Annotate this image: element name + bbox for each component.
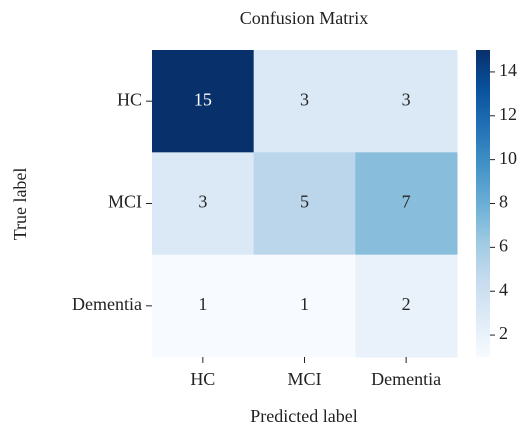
x-tick-label: MCI <box>287 369 321 389</box>
cell-label: 2 <box>402 294 411 314</box>
colorbar-tick-label: 4 <box>499 279 508 299</box>
y-axis-label: True label <box>10 168 30 241</box>
heatmap-cell <box>355 254 458 358</box>
x-tick-label: Dementia <box>371 369 441 389</box>
heatmap-cell <box>253 152 356 256</box>
cell-label: 1 <box>300 294 309 314</box>
x-tick-label: HC <box>190 369 215 389</box>
cell-label: 3 <box>198 192 207 212</box>
cell-label: 1 <box>198 294 207 314</box>
colorbar-tick-label: 12 <box>499 104 517 124</box>
chart-title: Confusion Matrix <box>240 8 369 28</box>
heatmap-cell <box>355 50 458 153</box>
cell-label: 7 <box>402 192 411 212</box>
colorbar-tick-label: 8 <box>499 192 508 212</box>
y-tick-label: HC <box>117 89 142 109</box>
heatmap-cell <box>253 50 356 153</box>
heatmap-cell <box>152 254 255 358</box>
x-axis-label: Predicted label <box>250 406 357 426</box>
colorbar-tick-label: 10 <box>499 148 517 168</box>
colorbar <box>476 50 490 357</box>
y-tick-label: Dementia <box>72 294 142 314</box>
cell-label: 15 <box>194 89 212 109</box>
heatmap-cell <box>152 50 255 153</box>
heatmap-cell <box>152 152 255 256</box>
cell-label: 5 <box>300 192 309 212</box>
y-tick-label: MCI <box>108 192 142 212</box>
colorbar-tick-label: 2 <box>499 323 508 343</box>
colorbar-tick-label: 14 <box>499 60 517 80</box>
cell-label: 3 <box>402 89 411 109</box>
heatmap-cell <box>253 254 356 358</box>
colorbar-tick-label: 6 <box>499 235 508 255</box>
cell-label: 3 <box>300 89 309 109</box>
heatmap-cell <box>355 152 458 256</box>
